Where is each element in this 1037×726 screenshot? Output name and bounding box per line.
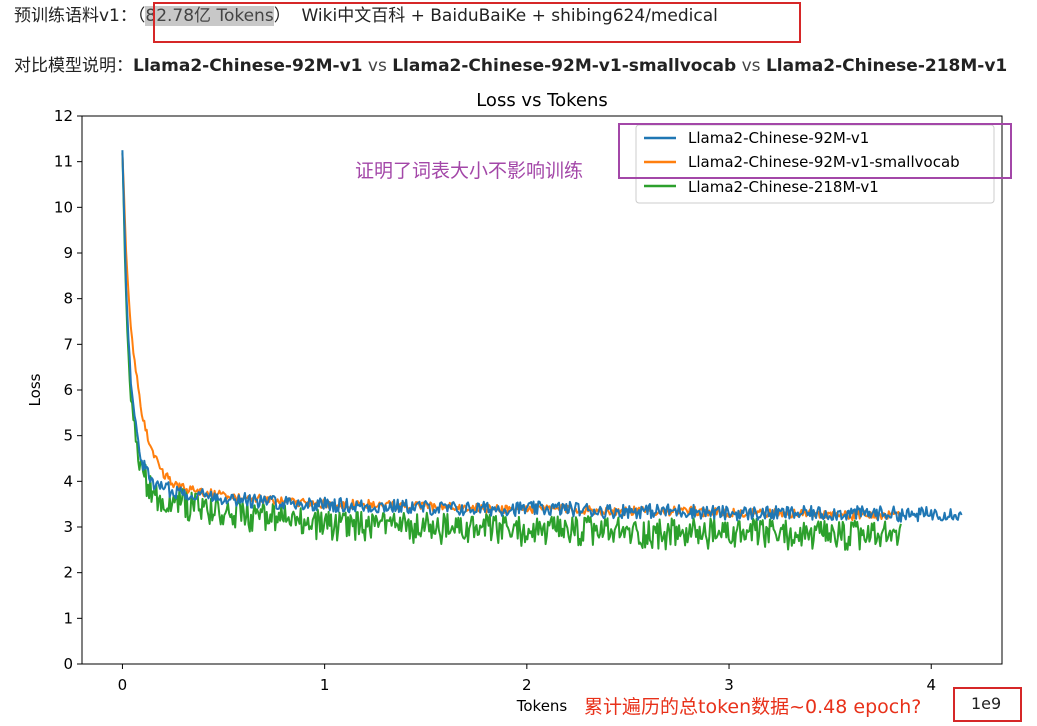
corpus-red-box [153, 2, 801, 43]
compare-label: 对比模型说明： [14, 56, 133, 76]
y-axis-label: Loss [26, 373, 44, 406]
y-tick-label-4: 4 [63, 472, 73, 490]
model-c-name: Llama2-Chinese-218M-v1 [765, 56, 1008, 76]
y-tick-label-6: 6 [63, 381, 73, 399]
x-tick-label-1: 1 [320, 676, 330, 694]
model-a-name: Llama2-Chinese-92M-v1 [133, 56, 363, 76]
legend-purple-box [618, 123, 1012, 179]
corpus-line: 预训练语料v1：（82.78亿 Tokens） Wiki中文百科 + Baidu… [14, 4, 718, 28]
x-axis: 0 1 2 3 4 [118, 664, 936, 694]
series-line-0 [121, 150, 963, 523]
vs-2: vs [736, 56, 766, 76]
y-tick-label-5: 5 [63, 427, 73, 445]
y-tick-label-12: 12 [54, 107, 73, 125]
paren-open: （ [136, 6, 146, 26]
corpus-prefix: 预训练语料v1： [14, 6, 137, 26]
scale-red-box [953, 687, 1022, 722]
series-layer [121, 150, 963, 551]
legend-label-c: Llama2-Chinese-218M-v1 [688, 178, 879, 196]
y-tick-label-0: 0 [63, 655, 73, 673]
x-tick-label-2: 2 [522, 676, 532, 694]
x-scale-label: 1e9 [971, 694, 1002, 713]
x-tick-label-0: 0 [118, 676, 128, 694]
legend-label-a: Llama2-Chinese-92M-v1 [688, 129, 869, 147]
y-tick-label-9: 9 [63, 244, 73, 262]
y-tick-label-11: 11 [54, 153, 73, 171]
y-tick-label-1: 1 [63, 609, 73, 627]
x-axis-label: Tokens [516, 697, 568, 715]
series-line-2 [121, 152, 902, 551]
legend-label-b: Llama2-Chinese-92M-v1-smallvocab [688, 153, 960, 171]
y-tick-label-8: 8 [63, 290, 73, 308]
x-tick-label-3: 3 [724, 676, 734, 694]
compare-line: 对比模型说明：Llama2-Chinese-92M-v1 vs Llama2-C… [14, 54, 1007, 78]
epoch-note: 累计遍历的总token数据~0.48 epoch? [584, 696, 922, 718]
y-tick-label-7: 7 [63, 335, 73, 353]
y-tick-label-10: 10 [54, 198, 73, 216]
token-count-highlight: 82.78亿 Tokens [145, 6, 274, 26]
chart-title: Loss vs Tokens [476, 90, 608, 111]
series-line-1 [121, 153, 902, 522]
corpus-sources: Wiki中文百科 + BaiduBaiKe + shibing624/medic… [290, 6, 718, 26]
model-b-name: Llama2-Chinese-92M-v1-smallvocab [392, 56, 737, 76]
y-tick-label-2: 2 [63, 564, 73, 582]
paren-close: ） [273, 6, 291, 26]
y-tick-label-3: 3 [63, 518, 73, 536]
vs-1: vs [362, 56, 393, 76]
vocab-note: 证明了词表大小不影响训练 [355, 160, 583, 182]
x-tick-label-4: 4 [926, 676, 936, 694]
legend: Llama2-Chinese-92M-v1 Llama2-Chinese-92M… [635, 124, 995, 204]
